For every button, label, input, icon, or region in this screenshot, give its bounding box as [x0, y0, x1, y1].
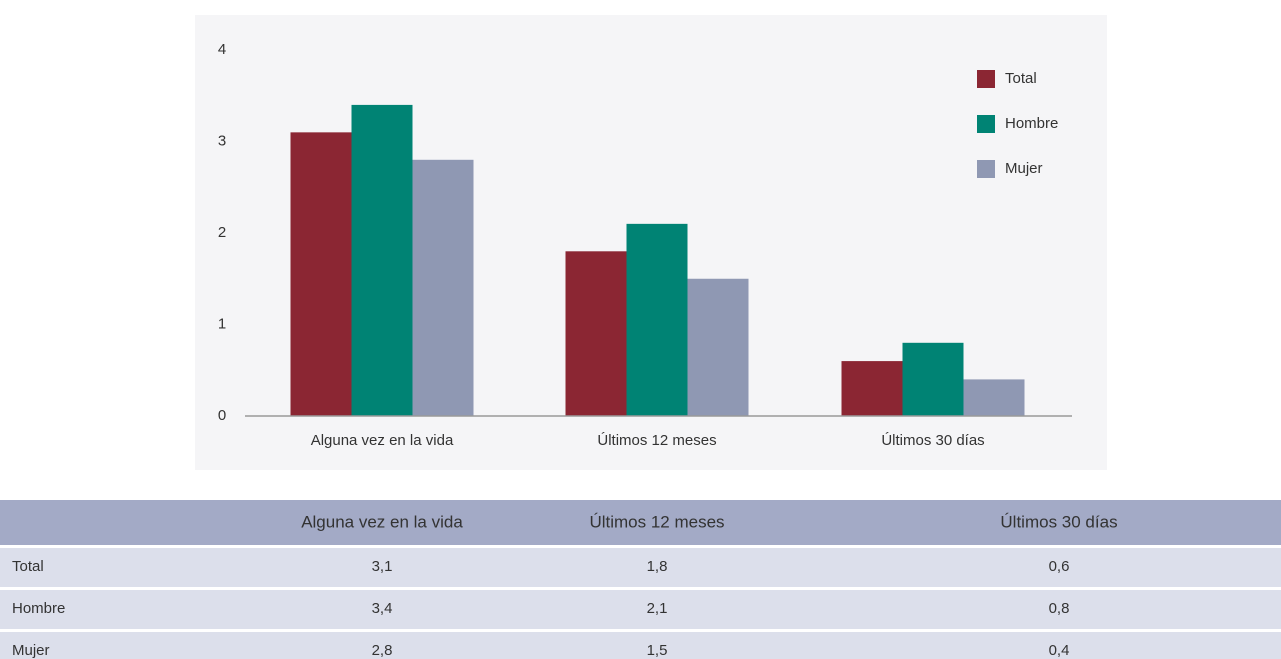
bar: [626, 223, 688, 416]
table-cell: Hombre: [12, 600, 65, 617]
bar: [290, 132, 352, 416]
legend-swatch: [977, 70, 995, 88]
legend-label: Total: [1005, 70, 1037, 87]
table-cell: 1,5: [647, 642, 668, 659]
table-header-cell: Últimos 12 meses: [589, 512, 724, 531]
legend-swatch: [977, 115, 995, 133]
table-cell: 0,4: [1049, 642, 1070, 659]
table-header: [0, 500, 1281, 545]
legend-swatch: [977, 160, 995, 178]
table-cell: 0,8: [1049, 600, 1070, 617]
table-header-cell: Últimos 30 días: [1000, 512, 1117, 531]
x-tick-label: Últimos 12 meses: [597, 432, 716, 449]
x-tick-label: Últimos 30 días: [881, 432, 984, 449]
bar: [963, 379, 1025, 416]
bar: [565, 251, 627, 416]
table-row: [0, 632, 1281, 659]
bar: [841, 361, 903, 416]
y-tick-label: 2: [218, 224, 226, 241]
bar: [412, 159, 474, 417]
bar: [351, 104, 413, 417]
table-row: [0, 590, 1281, 629]
table-cell: Total: [12, 558, 44, 575]
x-tick-label: Alguna vez en la vida: [311, 432, 454, 449]
legend-label: Mujer: [1005, 160, 1043, 177]
table-row: [0, 548, 1281, 587]
table-cell: 2,1: [647, 600, 668, 617]
table-cell: 0,6: [1049, 558, 1070, 575]
bar: [687, 278, 749, 416]
table-cell: 1,8: [647, 558, 668, 575]
y-tick-label: 1: [218, 315, 226, 332]
bar: [902, 342, 964, 416]
table-cell: 2,8: [372, 642, 393, 659]
table-cell: 3,1: [372, 558, 393, 575]
y-tick-label: 3: [218, 132, 226, 149]
table-cell: 3,4: [372, 600, 393, 617]
y-tick-label: 0: [218, 407, 226, 424]
table-cell: Mujer: [12, 642, 50, 659]
table-header-cell: Alguna vez en la vida: [301, 512, 463, 531]
legend-label: Hombre: [1005, 115, 1058, 132]
y-tick-label: 4: [218, 41, 226, 58]
